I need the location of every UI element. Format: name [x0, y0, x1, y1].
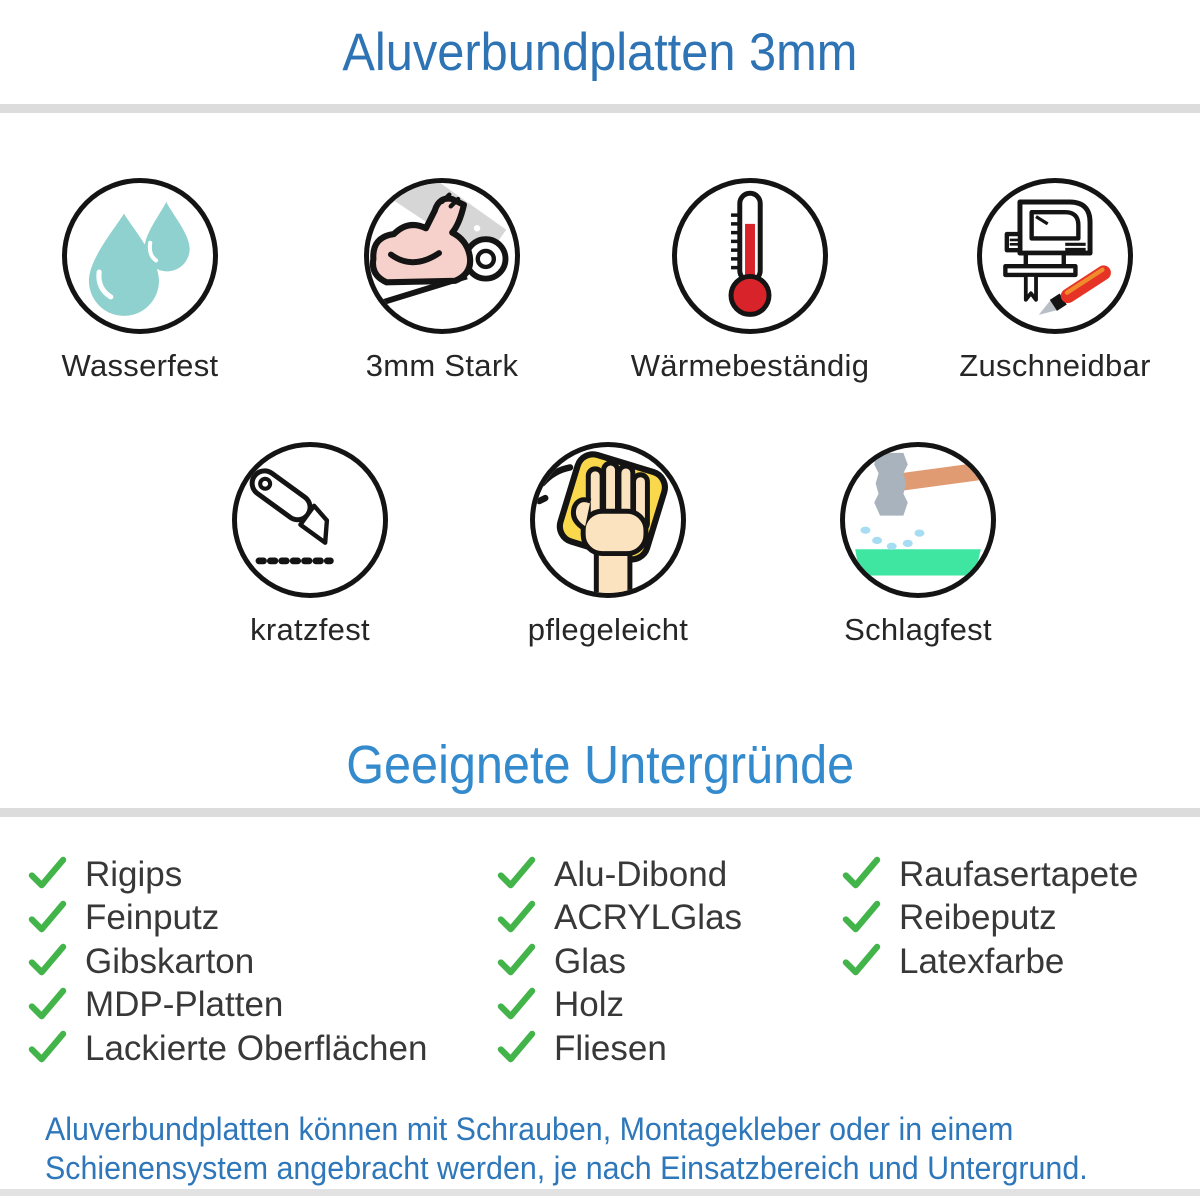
list-item: Reibeputz: [842, 897, 1138, 941]
check-icon: [842, 900, 881, 933]
substrates-heading: Geeignete Untergründe: [0, 734, 1200, 796]
divider-bottom: [0, 1189, 1200, 1196]
list-item: Alu-Dibond: [497, 853, 742, 897]
list-item-label: Fliesen: [554, 1028, 667, 1068]
thermometer-icon: [672, 178, 828, 334]
mounting-note: Aluverbundplatten können mit Schrauben, …: [45, 1110, 1176, 1188]
list-item: Raufasertapete: [842, 853, 1138, 897]
list-item: Feinputz: [28, 897, 427, 941]
feature-label: pflegeleicht: [527, 612, 689, 647]
page-title-text: Aluverbundplatten 3mm: [342, 23, 858, 82]
feature-3mm-stark: 3mm Stark: [312, 178, 572, 384]
list-item-label: Reibeputz: [899, 898, 1057, 938]
mounting-note-text: Aluverbundplatten können mit Schrauben, …: [45, 1111, 1088, 1186]
utility-knife-icon: [232, 442, 388, 598]
feature-wasserfest: Wasserfest: [10, 178, 270, 384]
substrates-column-2: Alu-Dibond ACRYLGlas Glas Holz Fliesen: [497, 853, 742, 1071]
check-icon: [28, 1031, 67, 1063]
substrates-heading-text: Geeignete Untergründe: [346, 735, 854, 795]
water-drops-icon: [62, 178, 218, 334]
list-item: Lackierte Oberflächen: [28, 1027, 427, 1071]
feature-label: Zuschneidbar: [959, 348, 1151, 383]
feature-label: 3mm Stark: [365, 348, 519, 383]
check-icon: [497, 1031, 536, 1063]
list-item-label: Gibskarton: [85, 941, 255, 981]
check-icon: [497, 857, 536, 889]
list-item: Fliesen: [497, 1027, 742, 1071]
check-icon: [28, 900, 67, 933]
list-item-label: Glas: [554, 941, 626, 981]
check-icon: [842, 857, 881, 889]
list-item-label: Rigips: [85, 854, 183, 894]
list-item: Holz: [497, 984, 742, 1028]
substrates-column-3: Raufasertapete Reibeputz Latexfarbe: [842, 853, 1138, 984]
feature-label: kratzfest: [250, 612, 370, 647]
jigsaw-icon: [977, 178, 1133, 334]
muscle-arm-icon: [364, 178, 520, 334]
page-title: Aluverbundplatten 3mm: [0, 22, 1200, 83]
feature-label: Wasserfest: [61, 348, 219, 383]
list-item: Latexfarbe: [842, 940, 1138, 984]
list-item-label: ACRYLGlas: [554, 898, 743, 938]
divider-middle: [0, 808, 1200, 817]
feature-schlagfest: Schlagfest: [788, 442, 1048, 648]
list-item: Glas: [497, 940, 742, 984]
feature-label: Wärmebeständig: [630, 348, 870, 383]
check-icon: [497, 944, 536, 976]
feature-zuschneidbar: Zuschneidbar: [925, 178, 1185, 384]
list-item-label: Alu-Dibond: [554, 854, 728, 894]
check-icon: [842, 944, 881, 976]
list-item: ACRYLGlas: [497, 897, 742, 941]
list-item-label: Lackierte Oberflächen: [85, 1028, 428, 1068]
list-item: Gibskarton: [28, 940, 427, 984]
list-item-label: Raufasertapete: [899, 854, 1139, 894]
feature-label: Schlagfest: [844, 612, 992, 647]
list-item: Rigips: [28, 853, 427, 897]
cleaning-hand-icon: [530, 442, 686, 598]
check-icon: [497, 900, 536, 933]
check-icon: [28, 944, 67, 976]
substrates-column-1: Rigips Feinputz Gibskarton MDP-Platten L…: [28, 853, 427, 1071]
hammer-icon: [840, 442, 996, 598]
feature-pflegeleicht: pflegeleicht: [478, 442, 738, 648]
feature-kratzfest: kratzfest: [180, 442, 440, 648]
list-item: MDP-Platten: [28, 984, 427, 1028]
divider-top: [0, 104, 1200, 113]
list-item-label: Feinputz: [85, 898, 220, 938]
list-item-label: MDP-Platten: [85, 985, 284, 1025]
list-item-label: Latexfarbe: [899, 941, 1065, 981]
list-item-label: Holz: [554, 985, 625, 1025]
check-icon: [497, 987, 536, 1020]
check-icon: [28, 857, 67, 889]
check-icon: [28, 987, 67, 1020]
feature-waermebestaendig: Wärmebeständig: [620, 178, 880, 384]
